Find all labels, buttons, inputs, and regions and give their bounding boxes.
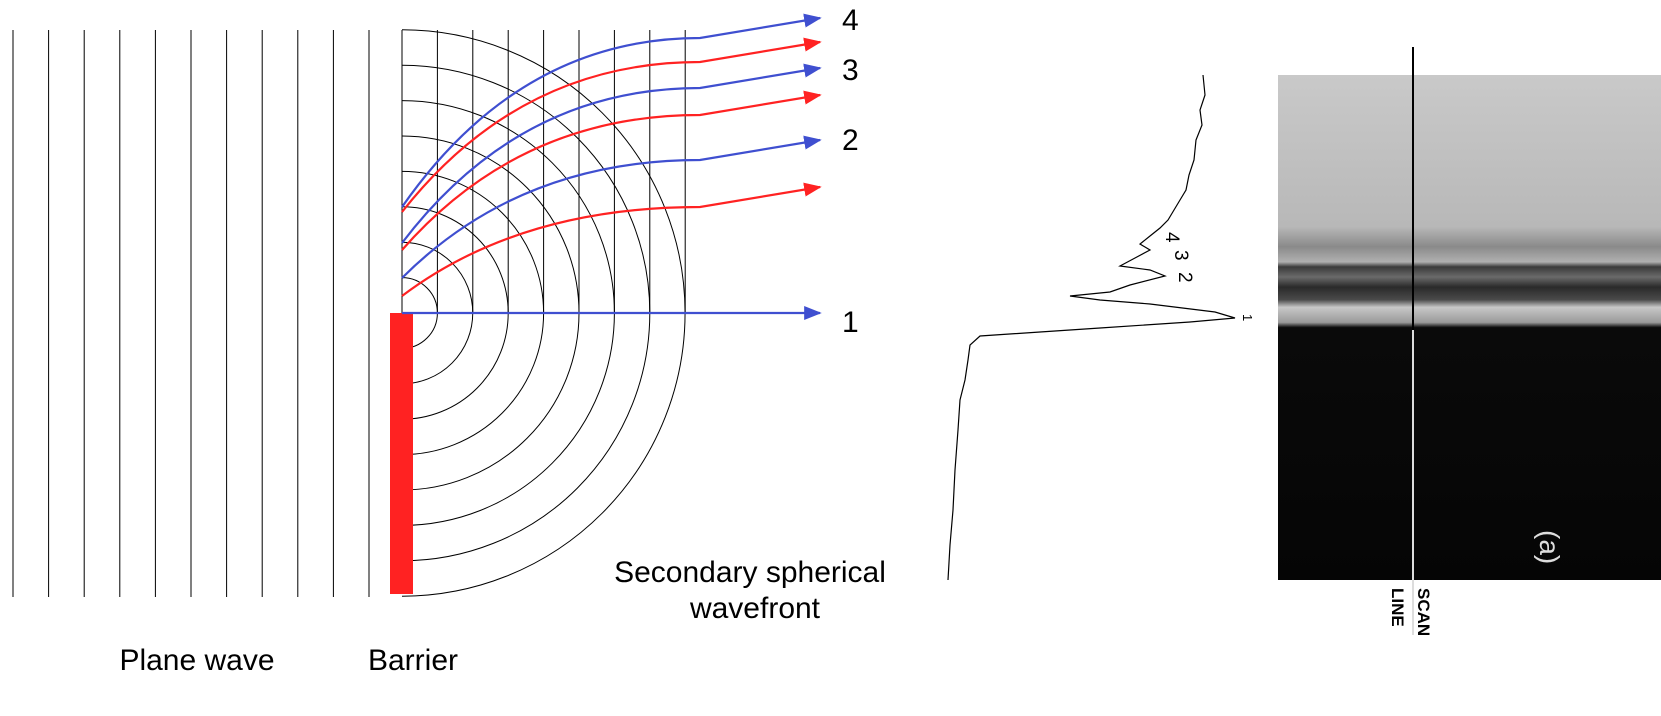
ray [401, 182, 822, 297]
ray-label: 2 [842, 124, 859, 157]
ray [401, 13, 822, 208]
scan-label: SCAN [1414, 588, 1433, 636]
barrier-label: Barrier [368, 644, 458, 677]
trace-label: 4 [1161, 232, 1182, 243]
trace-label: 3 [1170, 250, 1191, 261]
panel-label: (a) [1534, 530, 1565, 564]
trace-label: 2 [1174, 272, 1195, 283]
plane-wave-label: Plane wave [119, 644, 274, 677]
ray-label: 4 [842, 4, 859, 37]
ray-label: 1 [842, 306, 859, 339]
ray [401, 63, 822, 244]
intensity-trace [947, 74, 1236, 581]
ray [401, 90, 822, 251]
wavefront-label: Secondary spherical [614, 556, 886, 589]
rays [401, 13, 822, 321]
line-label: LINE [1388, 588, 1407, 627]
barrier [390, 313, 413, 594]
ray-label: 3 [842, 54, 859, 87]
trace-label: 1 [1240, 314, 1255, 321]
photograph [1278, 75, 1661, 580]
ray [401, 37, 822, 213]
wavefront-label: wavefront [689, 592, 821, 625]
trace-labels: 4 3 2 1 [1161, 232, 1255, 321]
ray [401, 135, 822, 279]
